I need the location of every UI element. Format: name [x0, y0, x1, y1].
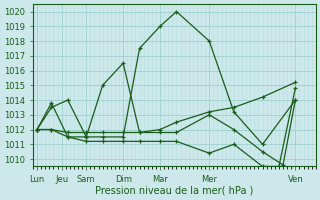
X-axis label: Pression niveau de la mer( hPa ): Pression niveau de la mer( hPa ) [95, 186, 253, 196]
